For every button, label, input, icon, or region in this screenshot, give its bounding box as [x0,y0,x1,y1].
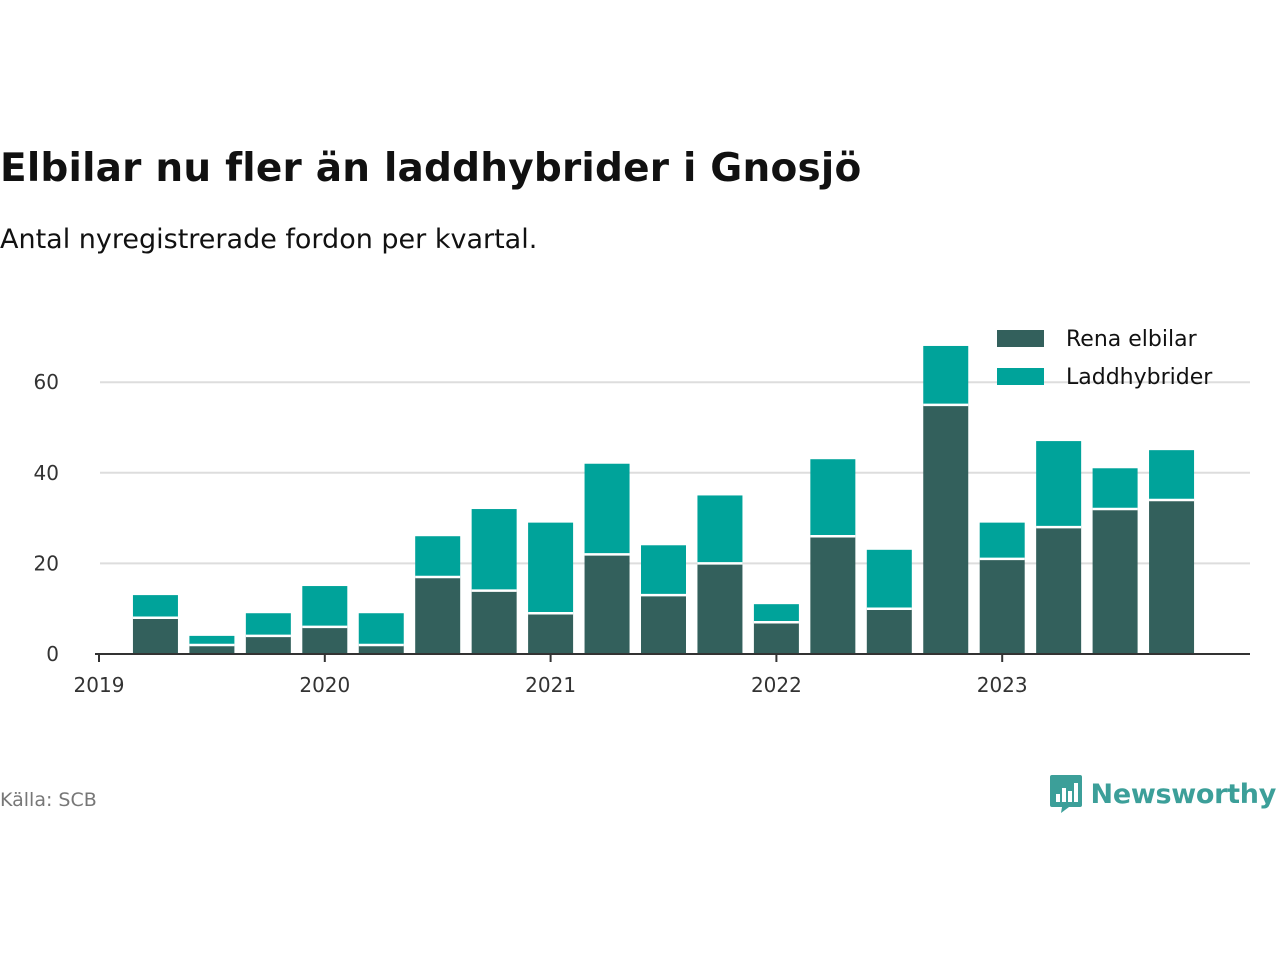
bar-rena-elbilar [528,613,574,654]
bar-laddhybrider [584,463,630,555]
bar-rena-elbilar [923,404,969,654]
y-tick-label: 60 [34,370,59,394]
x-tick-label: 2019 [74,673,125,697]
bar-laddhybrider [415,536,461,577]
legend-label: Rena elbilar [1066,327,1198,352]
bar-laddhybrider [471,509,517,591]
bar-rena-elbilar [810,536,856,654]
bar-laddhybrider [923,345,969,405]
bar-laddhybrider [132,595,178,618]
bar-rena-elbilar [302,626,348,654]
bar-rena-elbilar [245,635,291,654]
bar-rena-elbilar [415,576,461,654]
y-tick-label: 20 [34,551,59,575]
x-tick-label: 2023 [977,673,1028,697]
legend-swatch [997,330,1044,347]
bar-rena-elbilar [358,644,404,654]
source-note: Källa: SCB [0,789,97,811]
bar-laddhybrider [528,522,574,614]
bar-rena-elbilar [1149,499,1195,654]
bar-rena-elbilar [1092,509,1138,654]
bar-rena-elbilar [753,622,799,654]
bar-rena-elbilar [584,554,630,654]
bar-rena-elbilar [979,558,1025,654]
bar-rena-elbilar [132,617,178,654]
legend-label: Laddhybrider [1066,365,1213,390]
bar-laddhybrider [753,604,799,623]
legend-swatch [997,368,1044,385]
chart-subtitle: Antal nyregistrerade fordon per kvartal. [0,224,538,255]
chart-title: Elbilar nu fler än laddhybrider i Gnosjö [0,146,862,191]
bar-rena-elbilar [471,590,517,654]
bar-laddhybrider [697,495,743,564]
bar-laddhybrider [1036,441,1082,528]
bar-laddhybrider [189,635,235,645]
bars [132,345,1195,654]
y-tick-label: 40 [34,461,59,485]
axes: 0 20 40 60 2019 2020 2021 2022 2023 [34,370,1250,697]
x-tick-label: 2022 [751,673,802,697]
bar-laddhybrider [866,549,912,609]
bar-laddhybrider [810,459,856,537]
y-tick-label: 0 [46,642,59,666]
bar-laddhybrider [245,613,291,636]
bar-rena-elbilar [189,644,235,654]
stacked-bar-chart: 0 20 40 60 2019 2020 2021 2022 2023 Rena elbilar… [34,327,1250,697]
bar-laddhybrider [641,545,686,596]
bar-rena-elbilar [1036,527,1082,654]
brand-name: Newsworthy [1090,778,1277,810]
bar-laddhybrider [302,586,348,627]
bar-laddhybrider [979,522,1025,559]
brand-logo[interactable]: Newsworthy [1049,774,1276,814]
bar-laddhybrider [358,613,404,645]
x-tick-label: 2020 [299,673,350,697]
bar-laddhybrider [1092,468,1138,510]
bar-rena-elbilar [697,563,743,654]
bar-rena-elbilar [641,595,686,654]
x-tick-label: 2021 [525,673,576,697]
bar-laddhybrider [1149,450,1195,500]
bar-rena-elbilar [866,608,912,654]
newsworthy-logo-icon [1049,775,1082,813]
legend: Rena elbilar Laddhybrider [997,327,1213,390]
